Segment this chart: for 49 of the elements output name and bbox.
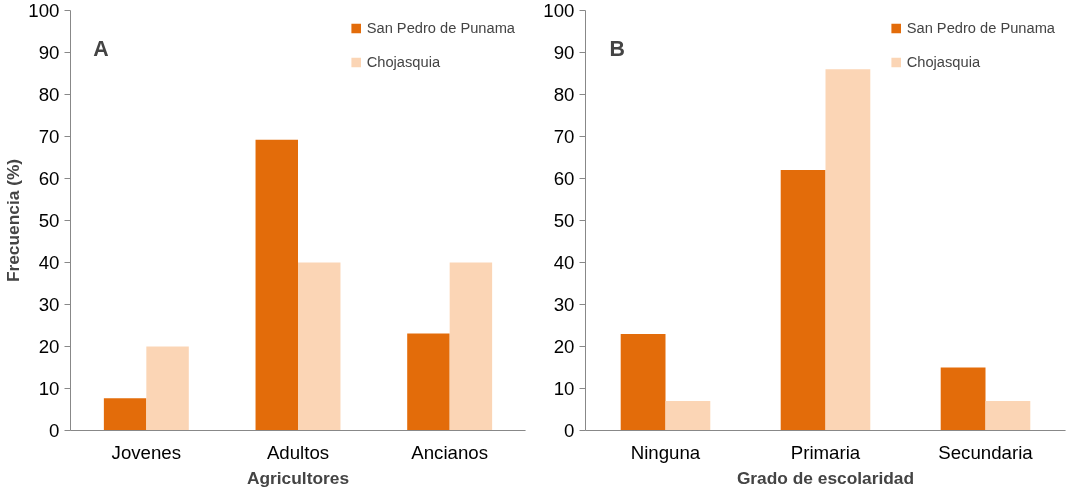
y-tick-label: 50	[553, 210, 575, 231]
bar	[825, 69, 871, 431]
bar	[103, 398, 147, 431]
y-tick-label: 90	[38, 42, 60, 63]
y-tick-label: 10	[553, 378, 575, 399]
bar	[940, 367, 986, 431]
y-tick-label: 100	[28, 0, 60, 21]
y-tick-label: 0	[49, 420, 60, 441]
y-tick-label: 40	[553, 252, 575, 273]
bar	[146, 346, 189, 431]
y-tick-label: 80	[38, 84, 60, 105]
y-tick-label: 90	[553, 42, 575, 63]
y-tick-label: 100	[543, 0, 575, 21]
x-tick-label: Secundaria	[938, 441, 1034, 463]
bar	[407, 333, 450, 431]
y-tick-label: 80	[553, 84, 575, 105]
bar	[449, 262, 493, 431]
y-tick-label: 30	[553, 294, 575, 315]
x-tick-label: Ninguna	[630, 441, 701, 463]
y-tick-label: 40	[38, 252, 60, 273]
bar	[255, 139, 298, 431]
y-tick-label: 10	[38, 378, 60, 399]
annotation: B	[609, 36, 625, 61]
y-tick-label: 70	[553, 126, 575, 147]
bar	[620, 333, 666, 431]
y-tick-label: 70	[38, 126, 60, 147]
legend-label: San Pedro de Punama	[366, 20, 515, 36]
bar	[298, 262, 341, 431]
bar	[665, 401, 711, 431]
x-tick-label: Primaria	[790, 441, 861, 463]
y-tick-label: 50	[38, 210, 60, 231]
y-tick-label: 60	[38, 168, 60, 189]
bar	[985, 401, 1031, 431]
legend-label: Chojasquia	[906, 54, 981, 70]
legend-label: Chojasquia	[366, 54, 441, 70]
y-tick-label: 20	[553, 336, 575, 357]
x-axis-title: Grado de escolaridad	[736, 467, 915, 488]
x-axis-title: Agricultores	[246, 467, 350, 488]
annotation: A	[93, 36, 109, 61]
y-axis-title: Frecuencia (%)	[3, 158, 24, 283]
x-tick-label: Adultos	[266, 441, 330, 463]
x-tick-label: Ancianos	[411, 441, 489, 463]
y-tick-label: 0	[564, 420, 575, 441]
bar	[780, 170, 826, 431]
x-tick-label: Jovenes	[111, 441, 182, 463]
y-tick-label: 30	[38, 294, 60, 315]
legend-label: San Pedro de Punama	[906, 20, 1055, 36]
y-tick-label: 60	[553, 168, 575, 189]
y-tick-label: 20	[38, 336, 60, 357]
